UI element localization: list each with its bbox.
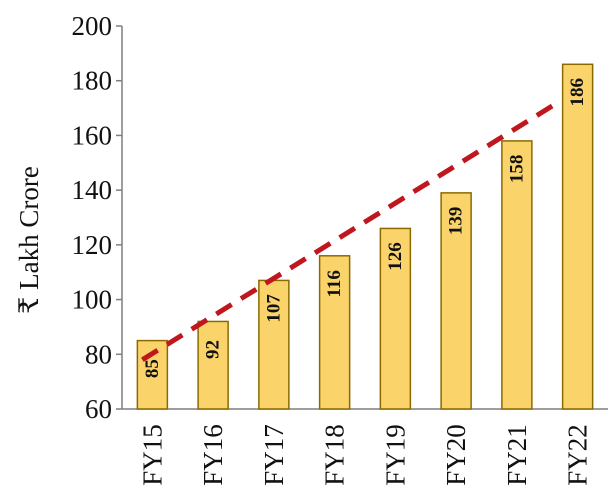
trend-line: [141, 100, 559, 362]
x-tick-label-fy18: FY18: [320, 424, 350, 486]
x-axis-labels: FY15 FY16 FY17 FY18 FY19 FY20 FY21 FY22: [137, 424, 592, 486]
x-tick-label-fy20: FY20: [441, 424, 471, 486]
data-label-fy16: 92: [203, 340, 224, 359]
bar-fy22: [561, 63, 594, 410]
x-tick-label-fy17: FY17: [259, 424, 289, 486]
data-label-fy17: 107: [263, 294, 284, 323]
x-tick-label-fy21: FY21: [502, 424, 532, 486]
data-label-fy19: 126: [385, 242, 406, 271]
bar-fy18: [318, 255, 351, 410]
bar-fy21: [501, 140, 533, 410]
y-tick-label: 100: [72, 285, 113, 315]
data-label-fy15: 85: [142, 359, 163, 378]
y-tick-label: 160: [72, 120, 113, 150]
x-tick-label-fy22: FY22: [563, 424, 593, 486]
y-axis-title: ₹ Lakh Crore: [14, 166, 44, 314]
data-label-fy20: 139: [446, 207, 467, 236]
y-tick-label: 80: [85, 339, 112, 369]
bar-fy16: [197, 320, 229, 410]
x-tick-label-fy15: FY15: [137, 424, 167, 486]
y-tick-label: 140: [72, 175, 113, 205]
y-tick-label: 120: [72, 230, 113, 260]
x-tick-label-fy16: FY16: [198, 424, 228, 486]
bar-fy20: [440, 192, 472, 410]
y-tick-label: 200: [72, 11, 113, 41]
bar-fy17: [258, 279, 290, 410]
data-labels: 85 92 107 116 126 139 158 186: [142, 78, 588, 378]
bar-fy19: [379, 227, 412, 410]
x-tick-label-fy19: FY19: [380, 424, 410, 486]
y-tick-label: 60: [85, 394, 112, 424]
y-axis-ticks: 60 80 100 120 140 160 180 200: [72, 11, 122, 424]
data-label-fy22: 186: [567, 78, 588, 107]
data-label-fy21: 158: [506, 155, 527, 184]
data-label-fy18: 116: [324, 270, 345, 297]
y-tick-label: 180: [72, 66, 113, 96]
